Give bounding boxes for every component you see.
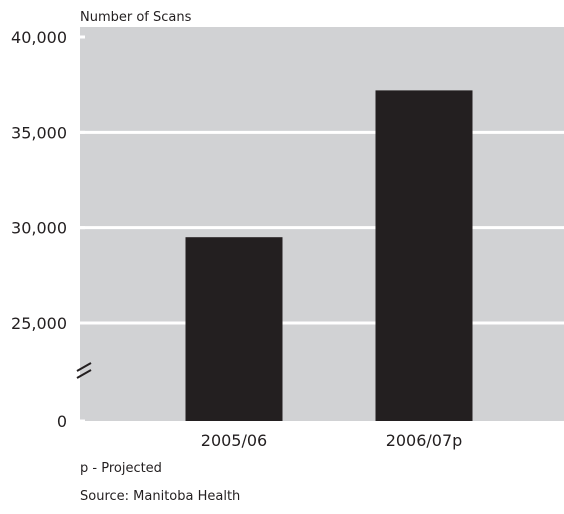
y-tick-label: 25,000 [11,314,67,333]
y-tick-label: 30,000 [11,219,67,238]
x-tick-label: 2005/06 [201,431,267,450]
bar-2006-07p [375,90,473,422]
x-tick-label: 2006/07p [386,431,463,450]
bar-2005-06 [185,237,283,421]
y-tick-label: 35,000 [11,123,67,142]
bars [185,90,473,422]
y-tick-label: 0 [57,412,67,431]
footnote: p - Projected [80,461,162,476]
plot-background [80,27,564,421]
y-axis-title: Number of Scans [80,10,192,25]
source-note: Source: Manitoba Health [80,489,241,504]
y-axis: 0 25,000 30,000 35,000 40,000 [11,28,85,431]
y-tick-label: 40,000 [11,28,67,47]
axis-break-icon [76,362,92,379]
gridlines [80,130,564,325]
x-axis-labels: 2005/06 2006/07p [201,431,463,450]
